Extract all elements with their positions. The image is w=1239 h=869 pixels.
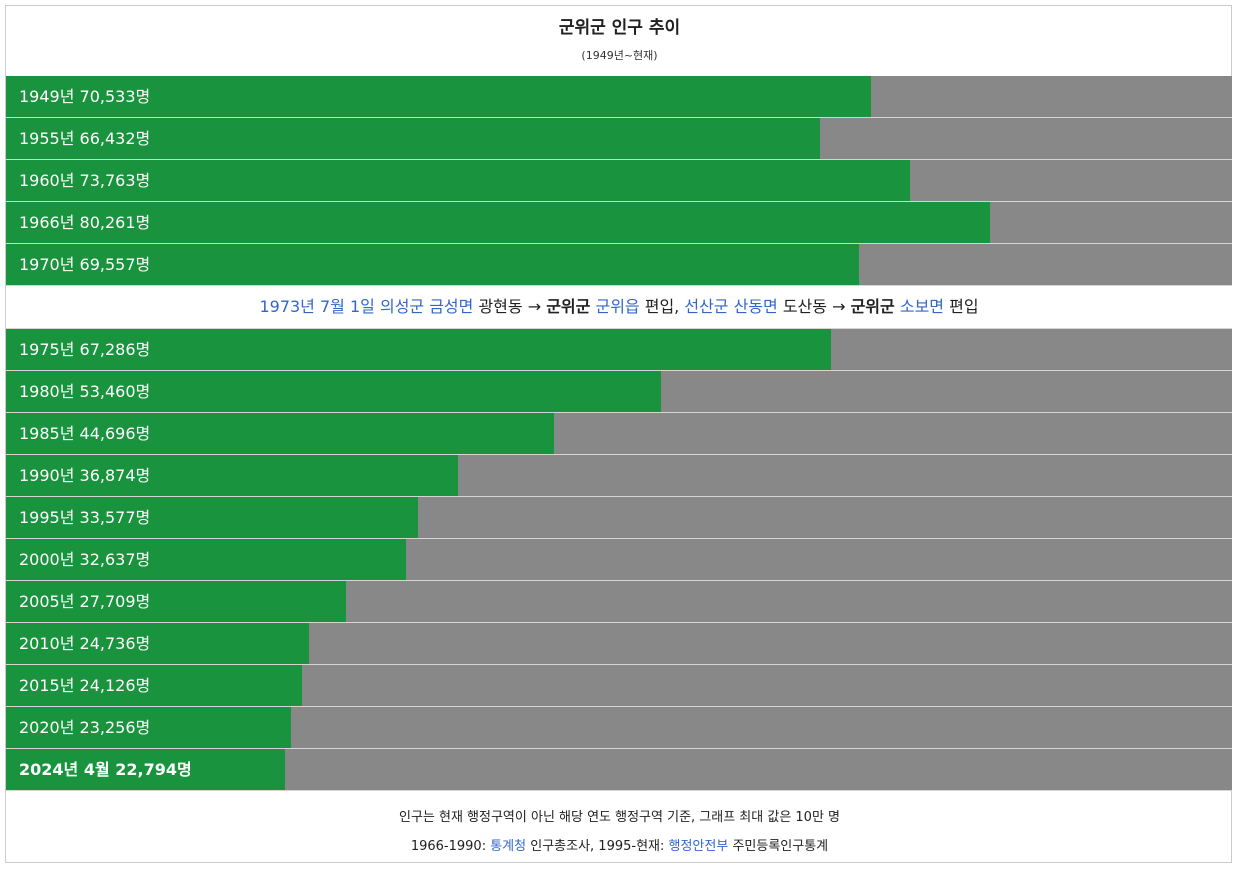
bar-row: 1970년 69,557명 bbox=[6, 244, 1232, 286]
footer-note: 인구는 현재 행정구역이 아닌 해당 연도 행정구역 기준, 그래프 최대 값은… bbox=[398, 810, 841, 825]
bar bbox=[6, 455, 459, 496]
annotation-link-gunwieup[interactable]: 군위읍 bbox=[595, 297, 640, 316]
annotation-text: 편입, bbox=[639, 297, 685, 316]
bar bbox=[6, 371, 662, 412]
bar bbox=[6, 244, 859, 285]
bar bbox=[6, 202, 990, 243]
footer-link-statistics-korea[interactable]: 통계청 bbox=[490, 839, 527, 854]
bar-label: 1949년 70,533명 bbox=[19, 87, 151, 106]
bar-row: 1949년 70,533명 bbox=[6, 76, 1232, 118]
annotation-text: 광현동 → bbox=[473, 297, 547, 316]
bar bbox=[6, 623, 310, 664]
bar-label: 1966년 80,261명 bbox=[19, 213, 151, 232]
bar-row: 1960년 73,763명 bbox=[6, 160, 1232, 202]
footer-source-text: 주민등록인구통계 bbox=[728, 839, 829, 854]
bar bbox=[6, 665, 302, 706]
footer-source-text: 1966-1990: bbox=[410, 839, 491, 854]
bar-label: 2005년 27,709명 bbox=[19, 592, 151, 611]
bar-row: 2000년 32,637명 bbox=[6, 539, 1232, 581]
annotation-date-link[interactable]: 1973년 7월 1일 bbox=[259, 297, 375, 316]
annotation-link-sobo[interactable]: 소보면 bbox=[899, 297, 945, 316]
chart-subtitle: (1949년~현재) bbox=[581, 49, 658, 62]
bar-label: 1990년 36,874명 bbox=[19, 466, 151, 485]
bar-label: 1985년 44,696명 bbox=[19, 424, 151, 443]
annotation-text: 도산동 → bbox=[777, 297, 851, 316]
bar-row: 2020년 23,256명 bbox=[6, 707, 1232, 749]
bar bbox=[6, 76, 871, 117]
bar-row: 1966년 80,261명 bbox=[6, 202, 1232, 244]
annotation-bold-gunwi: 군위군 bbox=[546, 297, 591, 316]
footer-source-text: 인구총조사, 1995-현재: bbox=[526, 839, 669, 854]
bar-label: 2024년 4월 22,794명 bbox=[19, 760, 192, 779]
footer-link-mois[interactable]: 행정안전부 bbox=[668, 839, 729, 854]
bar-list: 1949년 70,533명 1955년 66,432명 1960년 73,763명 1… bbox=[6, 76, 1232, 791]
bar-row: 2005년 27,709명 bbox=[6, 581, 1232, 623]
bar bbox=[6, 581, 346, 622]
bar-row: 2010년 24,736명 bbox=[6, 623, 1232, 665]
bar-row: 1995년 33,577명 bbox=[6, 497, 1232, 539]
bar bbox=[6, 497, 418, 538]
bar-label: 2015년 24,126명 bbox=[19, 676, 151, 695]
bar-row: 1980년 53,460명 bbox=[6, 371, 1232, 413]
annotation-text: 편입 bbox=[944, 297, 979, 316]
bar-label: 1980년 53,460명 bbox=[19, 382, 151, 401]
bar-label: 1995년 33,577명 bbox=[19, 508, 151, 527]
bar-label: 2000년 32,637명 bbox=[19, 550, 151, 569]
bar bbox=[6, 329, 831, 370]
annotation-bold-gunwi: 군위군 bbox=[850, 297, 895, 316]
bar-label: 2010년 24,736명 bbox=[19, 634, 151, 653]
bar-row: 1990년 36,874명 bbox=[6, 455, 1232, 497]
bar bbox=[6, 749, 286, 790]
annotation-note: 1973년 7월 1일 의성군 금성면 광현동 → 군위군 군위읍 편입, 선산… bbox=[6, 286, 1232, 329]
bar-label: 2020년 23,256명 bbox=[19, 718, 151, 737]
bar bbox=[6, 160, 911, 201]
footer-source: 1966-1990: 통계청 인구총조사, 1995-현재: 행정안전부 주민등… bbox=[0, 835, 1239, 854]
bar-row: 2015년 24,126명 bbox=[6, 665, 1232, 707]
bar-group-before-note: 1949년 70,533명 1955년 66,432명 1960년 73,763명 1… bbox=[6, 76, 1232, 286]
bar-label: 1960년 73,763명 bbox=[19, 171, 151, 190]
bar bbox=[6, 413, 554, 454]
annotation-link-geumseong[interactable]: 의성군 금성면 bbox=[379, 297, 474, 316]
bar-row: 1955년 66,432명 bbox=[6, 118, 1232, 160]
bar bbox=[6, 707, 292, 748]
bar bbox=[6, 539, 407, 580]
chart-title: 군위군 인구 추이 bbox=[558, 18, 681, 38]
bar bbox=[6, 118, 821, 159]
annotation-link-sandong[interactable]: 선산군 산동면 bbox=[684, 297, 778, 316]
bar-row: 1975년 67,286명 bbox=[6, 329, 1232, 371]
bar-row: 1985년 44,696명 bbox=[6, 413, 1232, 455]
bar-group-after-note: 1975년 67,286명 1980년 53,460명 1985년 44,696명 1… bbox=[6, 329, 1232, 791]
bar-label: 1970년 69,557명 bbox=[19, 255, 151, 274]
bar-label: 1955년 66,432명 bbox=[19, 129, 151, 148]
bar-row: 2024년 4월 22,794명 bbox=[6, 749, 1232, 791]
bar-label: 1975년 67,286명 bbox=[19, 340, 151, 359]
